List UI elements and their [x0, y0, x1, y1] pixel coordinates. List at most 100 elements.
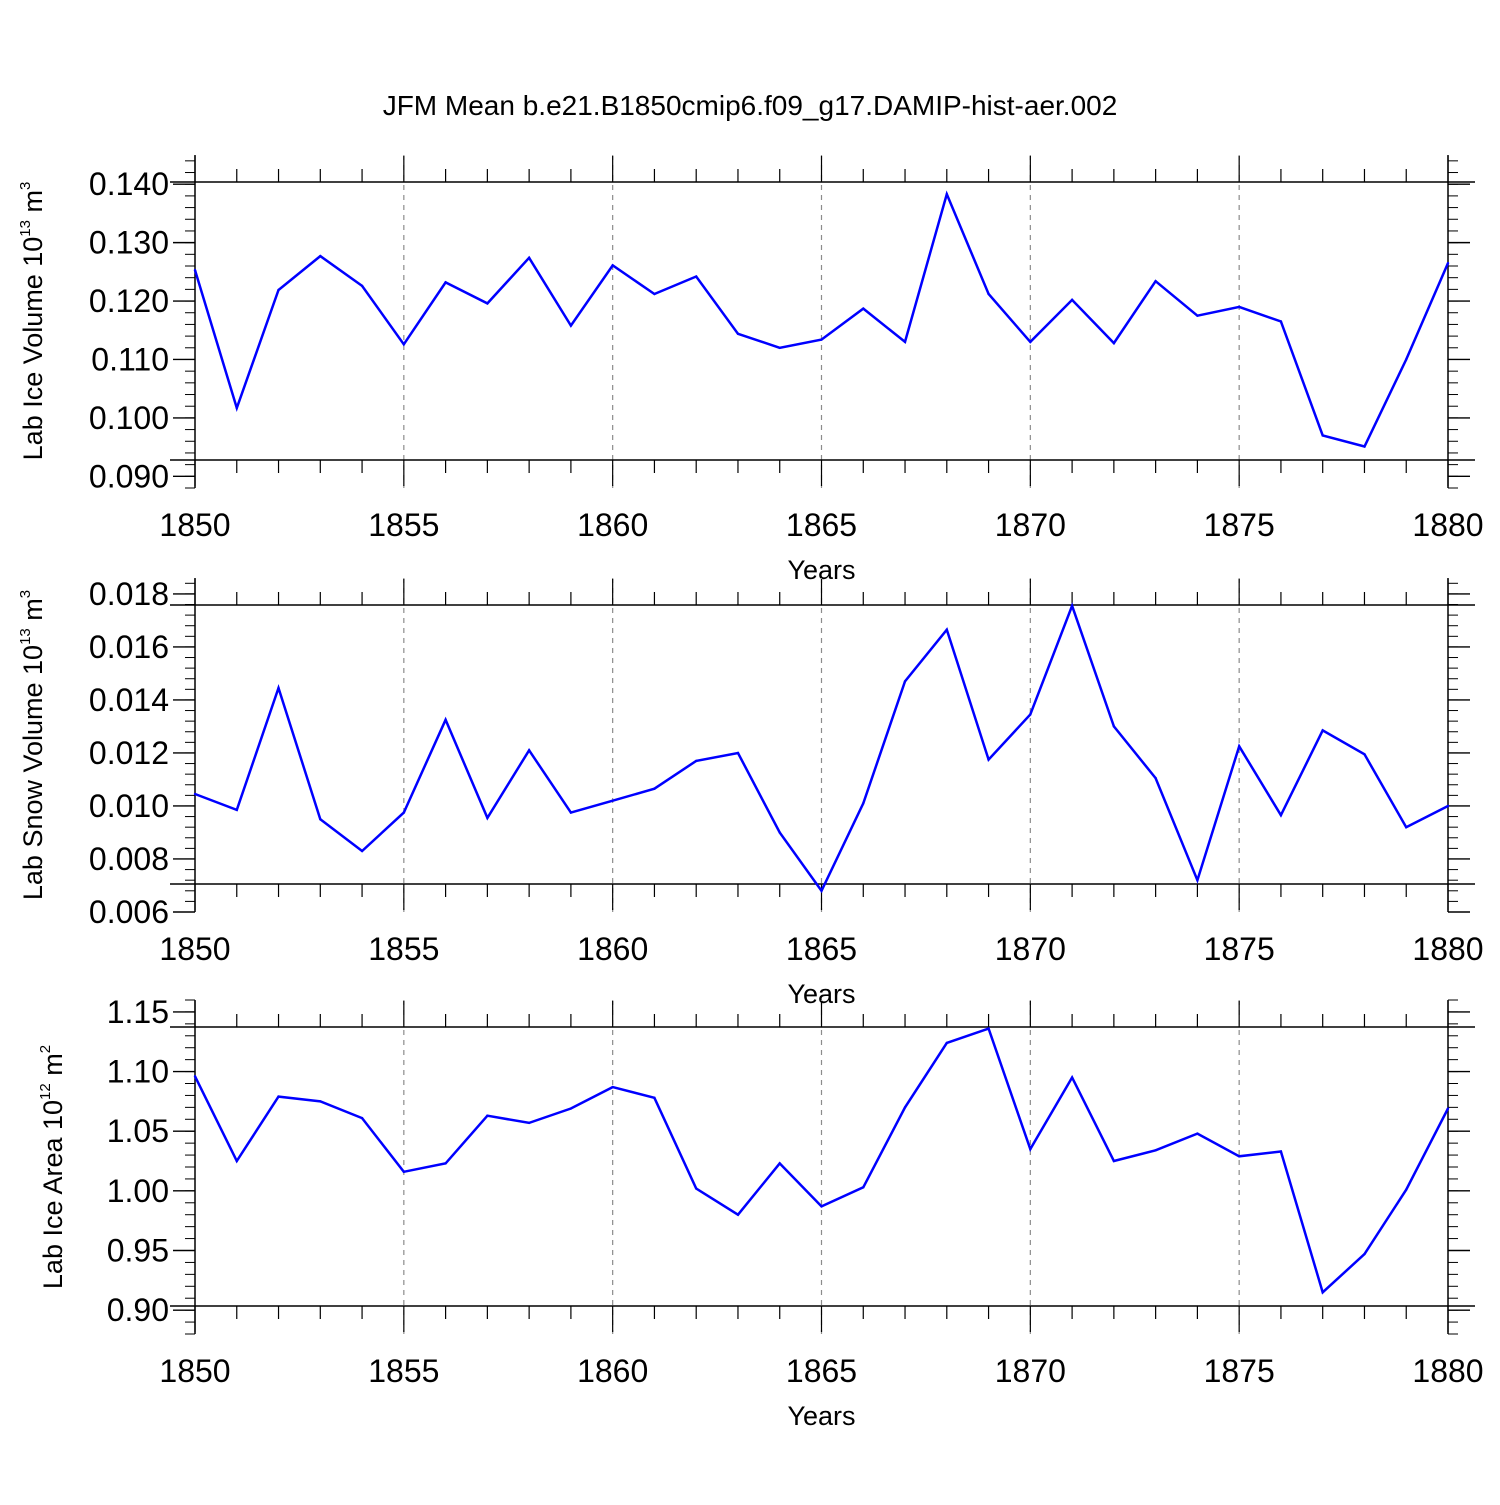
y-tick-label: 0.014	[89, 682, 169, 718]
data-point	[695, 759, 698, 763]
data-point	[736, 751, 740, 755]
y-tick-label: 0.016	[89, 629, 169, 665]
y-label-unit-exponent: 2	[37, 1045, 54, 1053]
y-tick-label: 0.95	[107, 1233, 169, 1269]
y-label-exponent: 13	[17, 628, 34, 645]
data-point	[319, 254, 322, 258]
data-point	[444, 1162, 447, 1165]
data-point	[1070, 1076, 1074, 1079]
data-point	[653, 292, 656, 296]
x-tick-label: 1875	[1204, 1353, 1275, 1389]
x-tick-label: 1870	[995, 507, 1066, 543]
data-point	[736, 1213, 740, 1216]
data-point	[1446, 804, 1450, 808]
data-point	[402, 343, 406, 346]
y-tick-label: 0.090	[89, 458, 169, 494]
y-axis-label: Lab Snow Volume 1013 m3	[17, 590, 48, 900]
data-point	[1405, 1188, 1408, 1191]
x-tick-label: 1850	[159, 507, 230, 543]
data-point	[360, 1116, 364, 1120]
x-tick-label: 1865	[786, 1353, 857, 1389]
data-point	[1321, 434, 1324, 437]
data-point	[987, 1027, 990, 1030]
x-tick-label: 1875	[1204, 931, 1275, 967]
x-tick-label: 1875	[1204, 507, 1275, 543]
y-tick-label: 1.05	[107, 1113, 169, 1149]
y-label-unit-exponent: 3	[17, 182, 34, 190]
data-point	[319, 818, 322, 821]
data-point	[277, 288, 280, 292]
x-tick-label: 1855	[368, 931, 439, 967]
y-tick-label: 0.012	[89, 735, 169, 771]
data-point	[486, 302, 489, 305]
data-point	[1154, 279, 1157, 283]
data-point	[402, 811, 406, 814]
y-tick-label: 0.008	[89, 841, 169, 877]
y-label-exponent: 12	[37, 1083, 54, 1100]
x-tick-label: 1870	[995, 931, 1066, 967]
y-tick-label: 0.110	[91, 341, 169, 377]
data-point	[611, 1085, 614, 1089]
x-tick-label: 1850	[159, 931, 230, 967]
data-point	[695, 275, 698, 278]
data-point	[862, 1186, 865, 1189]
data-point	[193, 792, 197, 796]
data-point	[1279, 320, 1283, 323]
data-point	[1029, 340, 1032, 344]
x-tick-label: 1865	[786, 507, 857, 543]
y-label-exponent: 13	[17, 220, 34, 237]
y-tick-label: 0.010	[89, 788, 169, 824]
data-point	[1196, 878, 1199, 882]
data-point	[653, 787, 656, 790]
data-point	[319, 1100, 322, 1103]
data-point	[235, 1159, 238, 1163]
y-tick-label: 0.100	[89, 400, 169, 436]
data-point	[945, 1041, 948, 1045]
data-point	[527, 1121, 531, 1125]
data-point	[1446, 261, 1450, 265]
x-tick-label: 1860	[577, 931, 648, 967]
data-point	[444, 718, 447, 722]
x-tick-label: 1880	[1412, 507, 1483, 543]
data-point	[1279, 814, 1283, 817]
data-point	[360, 284, 364, 288]
data-point	[277, 686, 280, 690]
x-axis-label: Years	[787, 1401, 855, 1431]
data-point	[486, 1114, 489, 1117]
chart-panel-1: 0.090 0.100 0.110 0.120 0.130 0.140 1850 1855 18…	[17, 155, 1484, 585]
data-point	[1237, 745, 1241, 748]
x-tick-label: 1860	[577, 507, 648, 543]
data-point	[903, 1106, 907, 1109]
data-point	[903, 680, 907, 683]
data-point	[1363, 1252, 1366, 1256]
data-point	[1321, 729, 1324, 732]
data-point	[1112, 341, 1116, 345]
data-point	[360, 849, 364, 853]
data-point	[235, 808, 238, 812]
data-point	[527, 749, 531, 752]
data-point	[987, 758, 990, 761]
y-axis-label: Lab Ice Volume 1013 m3	[17, 182, 48, 461]
chart-panel-2: 0.006 0.008 0.010 0.012 0.014 0.016 0.018 1850 1…	[17, 576, 1484, 1009]
data-point	[193, 268, 197, 272]
y-tick-label: 1.15	[107, 994, 169, 1030]
data-point	[611, 799, 614, 802]
y-label-unit-exponent: 3	[17, 590, 34, 598]
data-point	[1070, 604, 1074, 608]
data-point	[945, 628, 948, 631]
data-point	[1363, 445, 1366, 448]
data-point	[1405, 825, 1408, 829]
data-point	[1321, 1291, 1324, 1294]
data-point	[1029, 1147, 1032, 1151]
data-point	[1237, 305, 1241, 309]
data-point	[1363, 753, 1366, 756]
data-point	[778, 1162, 781, 1165]
data-point	[1112, 725, 1116, 728]
data-point	[1279, 1150, 1283, 1153]
data-point	[945, 192, 948, 196]
chart-panel-3: 0.90 0.95 1.00 1.05 1.10 1.15 1850 1855 1860 1865…	[37, 994, 1484, 1431]
y-label-text: Lab Ice Area 10	[38, 1100, 68, 1289]
data-point	[820, 1205, 823, 1208]
x-tick-label: 1880	[1412, 1353, 1483, 1389]
